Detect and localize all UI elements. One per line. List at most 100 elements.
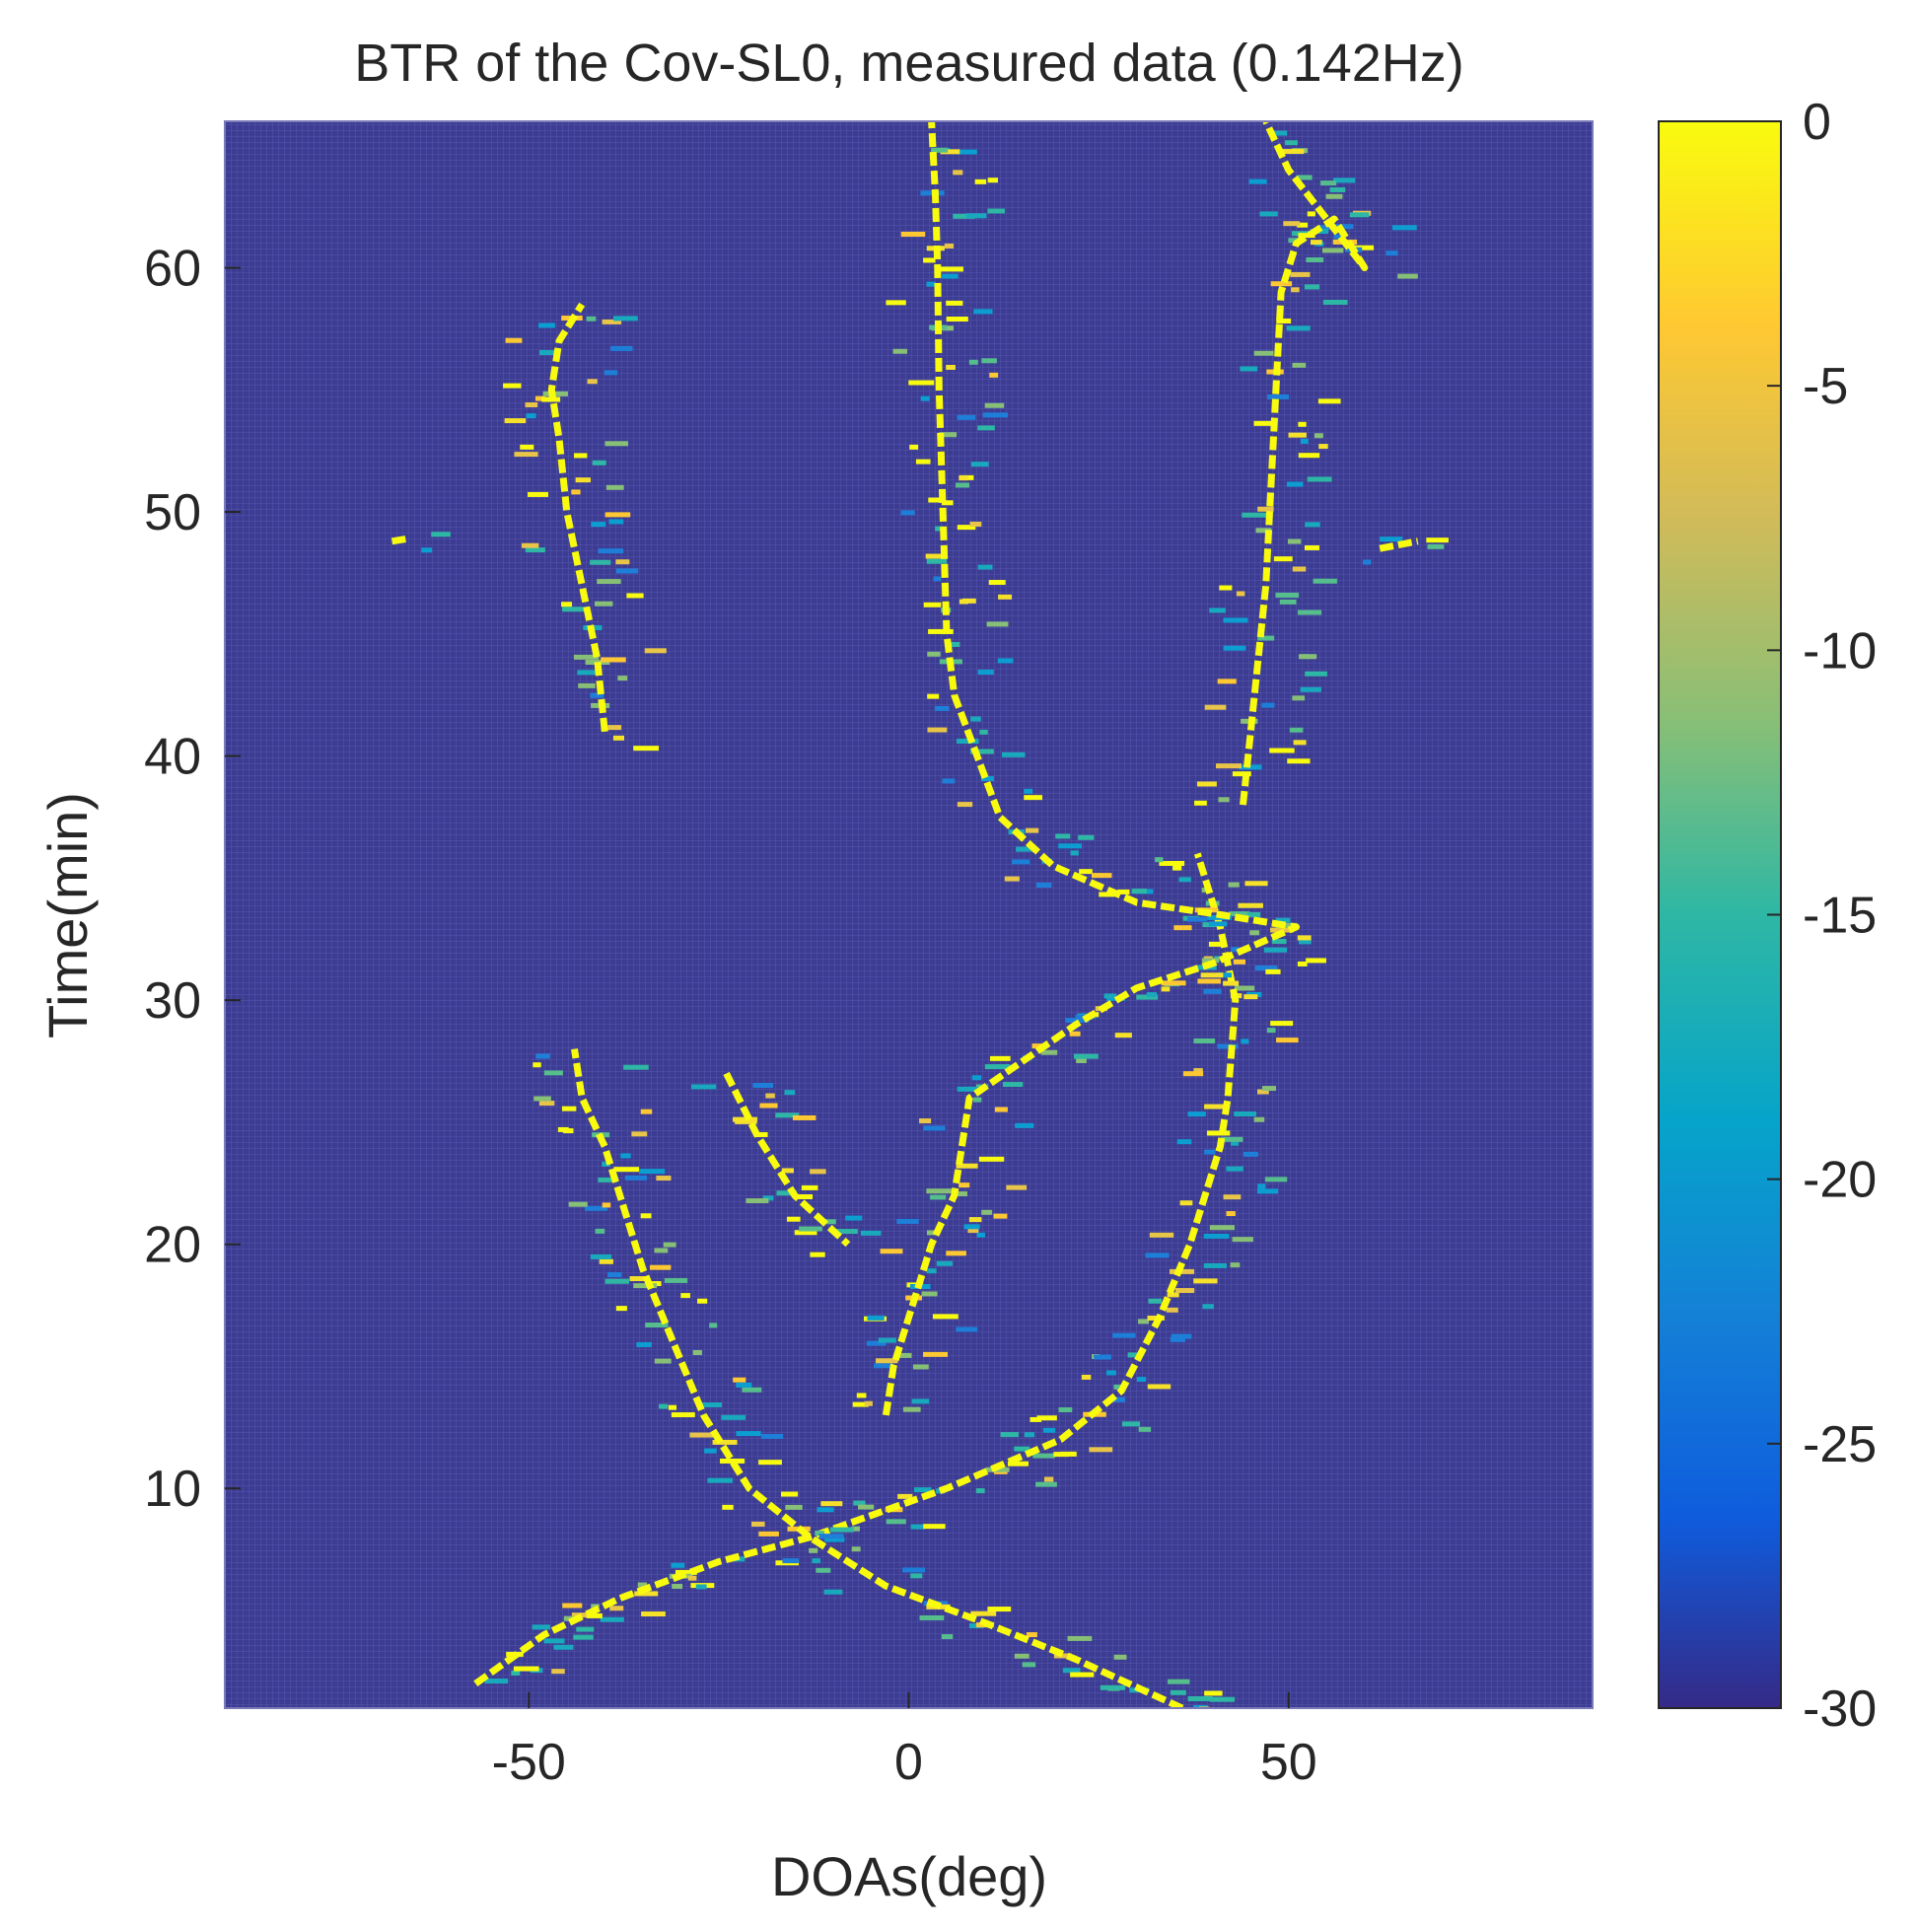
- heatmap-cell: [689, 1432, 715, 1438]
- heatmap-cell: [568, 1201, 588, 1207]
- heatmap-cell: [1306, 958, 1326, 964]
- heatmap-cell: [1298, 421, 1307, 427]
- heatmap-cell: [860, 1230, 882, 1236]
- heatmap-cell: [880, 1249, 903, 1254]
- heatmap-cell: [921, 1291, 938, 1297]
- heatmap-cell: [709, 1323, 718, 1328]
- heatmap-cell: [867, 1315, 885, 1321]
- heatmap-cell: [910, 1524, 926, 1530]
- heatmap-cell: [587, 379, 598, 385]
- heatmap-cell: [615, 1306, 627, 1312]
- heatmap-cell: [1253, 350, 1274, 356]
- heatmap-cell: [503, 383, 522, 389]
- heatmap-cell: [1231, 1140, 1240, 1146]
- heatmap-cell: [969, 521, 982, 527]
- heatmap-cell: [1208, 941, 1226, 947]
- heatmap-cell: [1159, 860, 1185, 866]
- y-tick-label: 10: [144, 1461, 201, 1518]
- heatmap-cell: [1264, 1177, 1288, 1182]
- blob-right: [1379, 537, 1419, 552]
- heatmap-cell: [1234, 1111, 1257, 1117]
- heatmap-cell: [984, 1064, 1011, 1070]
- heatmap-cell: [1026, 1632, 1037, 1638]
- heatmap-cell: [578, 682, 596, 688]
- heatmap-cell: [1427, 543, 1445, 549]
- heatmap-cell: [981, 1209, 993, 1215]
- heatmap-cell: [897, 1493, 913, 1499]
- heatmap-cell: [971, 1075, 982, 1081]
- heatmap-cell: [986, 621, 1009, 627]
- heatmap-cell: [957, 525, 976, 531]
- heatmap-cell: [817, 1507, 834, 1513]
- heatmap-cell: [1292, 566, 1307, 572]
- track-1: [473, 852, 1240, 1687]
- heatmap-cell: [942, 778, 956, 784]
- heatmap-cell: [650, 1264, 672, 1270]
- heatmap-cell: [720, 1458, 746, 1464]
- heatmap-cell: [574, 453, 588, 459]
- heatmap-cell: [1014, 1653, 1030, 1659]
- heatmap-cell: [594, 601, 613, 607]
- heatmap-cell: [942, 273, 959, 279]
- y-tick-label: 40: [144, 729, 201, 786]
- colorbar-tick-label: 0: [1803, 94, 1831, 151]
- heatmap-cell: [1155, 857, 1164, 863]
- heatmap-cell: [562, 1603, 583, 1609]
- heatmap-cell: [973, 1097, 982, 1103]
- heatmap-cell: [656, 1176, 672, 1181]
- heatmap-cell: [1004, 876, 1020, 882]
- heatmap-cell: [910, 1573, 923, 1579]
- heatmap-cell: [1196, 781, 1217, 787]
- heatmap-cell: [1291, 287, 1300, 293]
- heatmap-cell: [927, 693, 940, 699]
- heatmap-cell: [600, 1616, 624, 1622]
- heatmap-cell: [1170, 1336, 1186, 1342]
- heatmap-cell: [957, 802, 973, 808]
- heatmap-cell: [654, 1358, 672, 1364]
- heatmap-cell: [1267, 394, 1290, 399]
- heatmap-cell: [1240, 366, 1258, 372]
- heatmap-cell: [631, 1131, 648, 1137]
- heatmap-cell: [504, 418, 527, 424]
- heatmap-cell: [1257, 506, 1274, 512]
- heatmap-cell: [1026, 827, 1039, 833]
- heatmap-cell: [1168, 1679, 1190, 1684]
- heatmap-cell: [1089, 1447, 1113, 1453]
- heatmap-cell: [1290, 271, 1311, 277]
- heatmap-cell: [675, 1569, 697, 1575]
- heatmap-cell: [525, 547, 545, 553]
- heatmap-cell: [976, 1232, 986, 1238]
- heatmap-cell: [538, 322, 555, 328]
- heatmap-cell: [722, 1504, 734, 1510]
- heatmap-cell: [431, 532, 451, 537]
- heatmap-cell: [940, 149, 960, 155]
- heatmap-cell: [1121, 1421, 1141, 1427]
- heatmap-cell: [759, 1103, 778, 1109]
- heatmap-cell: [736, 1431, 761, 1437]
- heatmap-cell: [927, 727, 948, 733]
- heatmap-cell: [979, 729, 988, 735]
- blob-left: [391, 535, 408, 545]
- heatmap-cell: [1298, 233, 1315, 239]
- heatmap-cell: [1232, 771, 1251, 777]
- heatmap-cell: [607, 1272, 622, 1278]
- heatmap-cell: [1223, 617, 1248, 623]
- heatmap-cell: [784, 1090, 796, 1096]
- heatmap-cell: [970, 716, 981, 722]
- heatmap-cell: [1307, 476, 1332, 482]
- heatmap-cell: [845, 1215, 863, 1221]
- heatmap-cell: [1193, 1038, 1216, 1043]
- heatmap-cell: [604, 512, 631, 518]
- track-4: [723, 1071, 851, 1248]
- heatmap-cell: [654, 1248, 669, 1253]
- heatmap-cell: [988, 579, 1006, 585]
- heatmap-cell: [1288, 238, 1301, 244]
- heatmap-cell: [721, 1414, 746, 1420]
- heatmap-cell: [818, 1534, 844, 1539]
- heatmap-cell: [1305, 522, 1320, 528]
- heatmap-cell: [852, 1401, 869, 1407]
- heatmap-cell: [776, 1190, 798, 1196]
- heatmap-cell: [525, 401, 538, 407]
- heatmap-cell: [993, 1213, 1008, 1219]
- heatmap-cell: [927, 651, 941, 657]
